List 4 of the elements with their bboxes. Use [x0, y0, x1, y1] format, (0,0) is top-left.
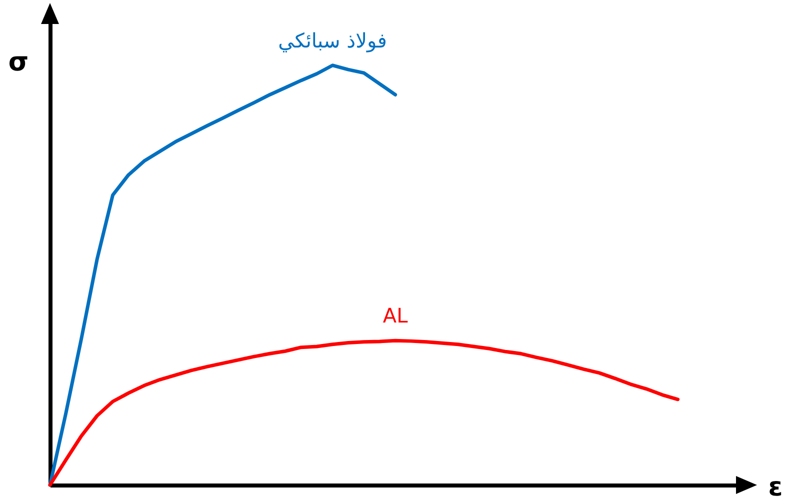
series-label: فولاذ سبائكي: [278, 28, 387, 52]
y-axis-title: σ: [8, 48, 29, 78]
series-label: AL: [382, 304, 409, 328]
x-axis-title: ε: [768, 472, 783, 499]
